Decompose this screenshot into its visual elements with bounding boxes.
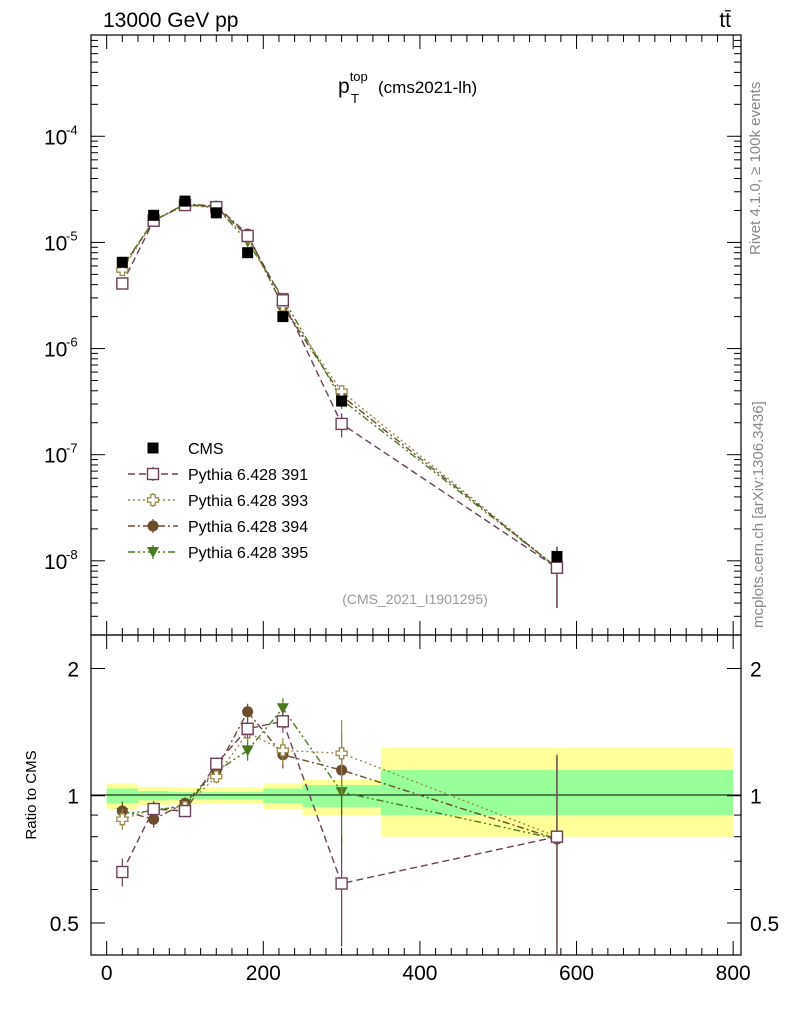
analysis-label: (CMS_2021_I1901295) (342, 591, 488, 607)
ratio-point-0 (147, 802, 160, 816)
legend-marker-0 (147, 442, 159, 454)
main-axis-ticks: 10-410-510-610-710-8 (44, 35, 741, 636)
legend-label-0: CMS (188, 441, 224, 458)
main-ytick-label: 10 (44, 445, 67, 468)
ratio-xtick-label: 0 (101, 962, 113, 985)
legend-marker-3 (147, 520, 159, 532)
ratio-point-1 (335, 747, 348, 760)
ratio-point-0 (178, 804, 192, 818)
title-sup: top (350, 69, 368, 84)
main-point-0 (148, 209, 160, 221)
title-sub: T (351, 91, 359, 106)
ratio-point-0 (241, 722, 254, 735)
main-ytick-label: 10 (44, 232, 67, 255)
legend-label-1: Pythia 6.428 391 (188, 467, 308, 484)
ratio-ytick-label-left: 2 (67, 658, 79, 681)
legend-label-2: Pythia 6.428 393 (188, 493, 308, 510)
ratio-line-0 (121, 720, 558, 885)
ratio-point-0 (335, 877, 348, 890)
ratio-line-2 (122, 710, 558, 840)
main-point-1 (335, 417, 348, 431)
ratio-frame (90, 634, 742, 956)
ratio-band-stat (231, 792, 264, 800)
ratio-panel: 0.5 0.5 1 1 2 2 0 200 400 600 800 Ratio to CMS (23, 634, 779, 985)
main-point-0 (551, 550, 563, 562)
main-point-0 (116, 256, 128, 268)
main-ytick-exponent: -8 (66, 547, 78, 562)
main-point-1 (116, 277, 129, 290)
legend-label-3: Pythia 6.428 394 (188, 519, 308, 536)
ratio-xtick-label: 800 (716, 962, 751, 985)
ratio-point-3 (241, 745, 254, 757)
legend-marker-1 (146, 467, 160, 481)
header-left-title: 13000 GeV pp (103, 9, 238, 32)
ratio-ytick-label-right: 2 (750, 658, 762, 681)
main-point-1 (276, 294, 290, 307)
ratio-ytick-label-left: 1 (67, 786, 79, 809)
rivet-label: Rivet 4.1.0, ≥ 100k events (747, 82, 764, 255)
ratio-point-0 (550, 830, 564, 843)
main-point-0 (210, 207, 222, 219)
mcplots-label: mcplots.cern.ch [arXiv:1306.3436] (750, 401, 767, 628)
ratio-band-stat (263, 788, 303, 804)
ratio-band-stat (169, 792, 201, 800)
title-p: p (338, 75, 350, 98)
main-ytick-label: 10 (44, 551, 67, 574)
main-point-0 (179, 195, 191, 207)
ratio-xtick-label: 400 (402, 962, 437, 985)
title-rest: (cms2021-lh) (378, 78, 477, 97)
main-ytick-exponent: -5 (66, 228, 78, 243)
ratio-axis-ticks: 0.5 0.5 1 1 2 2 0 200 400 600 800 (50, 635, 779, 985)
ratio-point-2 (148, 813, 160, 825)
main-line-1 (121, 204, 558, 569)
legend-label-4: Pythia 6.428 395 (188, 545, 308, 562)
ratio-point-2 (242, 706, 254, 718)
ratio-ytick-label-left: 0.5 (50, 913, 79, 936)
ratio-xtick-label: 200 (246, 962, 281, 985)
main-ytick-label: 10 (44, 126, 67, 149)
main-panel: 10-410-510-610-710-8 ptop T(cms2021-lh) (… (44, 34, 742, 636)
ratio-point-0 (210, 757, 223, 770)
main-ytick-exponent: -4 (66, 122, 78, 137)
main-point-1 (241, 229, 254, 243)
main-ytick-exponent: -7 (66, 441, 78, 456)
main-point-0 (336, 395, 348, 407)
main-point-2 (116, 263, 129, 277)
ratio-point-1 (116, 813, 129, 826)
main-point-0 (277, 311, 289, 323)
ratio-band-stat (137, 791, 170, 801)
legend: CMS Pythia 6.428 391 Pythia 6.428 393 Pythi… (128, 441, 308, 562)
ratio-band-stat (106, 788, 138, 804)
ratio-ytick-label-right: 0.5 (750, 913, 779, 936)
ratio-series-marks (116, 698, 564, 955)
main-series-marks (116, 195, 564, 608)
ratio-point-1 (210, 770, 223, 783)
ratio-ytick-label-right: 1 (750, 786, 762, 809)
main-ytick-exponent: -6 (66, 335, 78, 350)
legend-marker-2 (146, 493, 160, 507)
legend-marker-4 (147, 547, 159, 558)
ratio-band-stat (200, 792, 232, 800)
main-title: ptop T (cms2021-lh) (338, 69, 477, 106)
main-line-2 (121, 204, 558, 569)
ratio-xtick-label: 600 (559, 962, 594, 985)
ratio-point-0 (276, 715, 290, 728)
ratio-point-3 (276, 703, 289, 715)
header-right-title: tt̄ (719, 9, 731, 32)
main-point-1 (550, 561, 564, 574)
main-ytick-label: 10 (44, 339, 67, 362)
main-point-0 (242, 247, 254, 259)
ratio-point-1 (276, 744, 290, 757)
ratio-line-1 (122, 731, 558, 838)
ratio-ylabel: Ratio to CMS (23, 750, 40, 839)
ratio-point-0 (116, 865, 129, 879)
